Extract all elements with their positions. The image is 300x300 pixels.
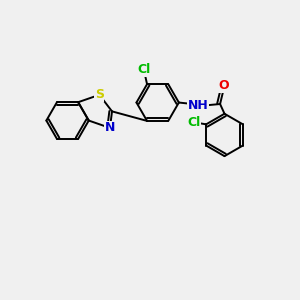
Text: NH: NH — [188, 99, 208, 112]
Text: S: S — [95, 88, 104, 101]
Text: O: O — [218, 79, 229, 92]
Text: Cl: Cl — [137, 63, 151, 76]
Text: Cl: Cl — [187, 116, 200, 129]
Text: N: N — [105, 122, 115, 134]
